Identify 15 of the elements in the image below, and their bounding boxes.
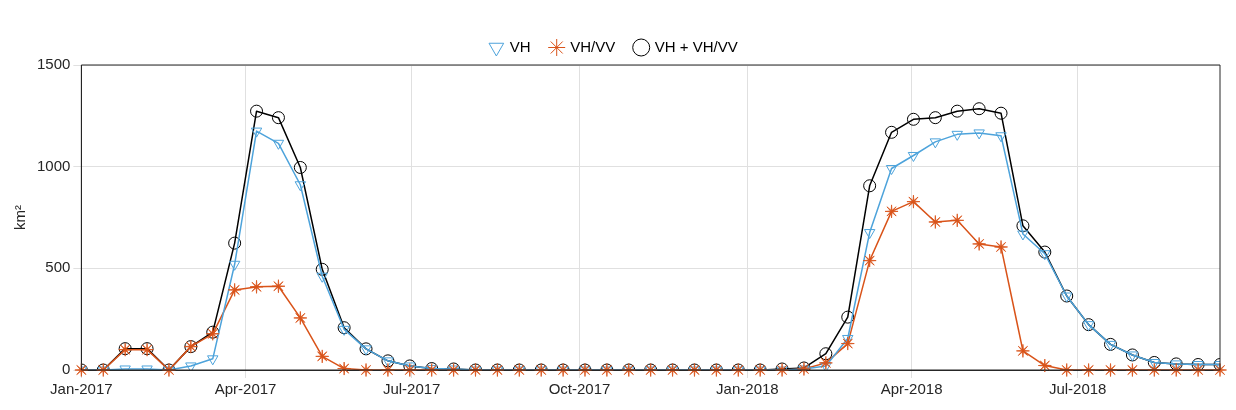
x-tick-label: Jul-2017 [382,380,441,398]
legend-label: VH/VV [570,37,616,55]
y-tick-label: 500 [45,258,71,276]
x-tick-label: Apr-2018 [880,380,943,398]
y-tick-label: 0 [62,360,71,378]
x-tick-label: Jan-2017 [50,380,113,398]
legend-label: VH + VH/VV [654,37,738,55]
y-tick-label: 1000 [36,156,71,174]
x-tick-label: Apr-2017 [214,380,277,398]
x-tick-label: Oct-2017 [548,380,611,398]
legend-label: VH [509,37,531,55]
x-tick-label: Jul-2018 [1048,380,1107,398]
y-axis-title: km² [11,205,29,230]
y-tick-label: 1500 [36,55,71,73]
x-tick-label: Jan-2018 [716,380,779,398]
